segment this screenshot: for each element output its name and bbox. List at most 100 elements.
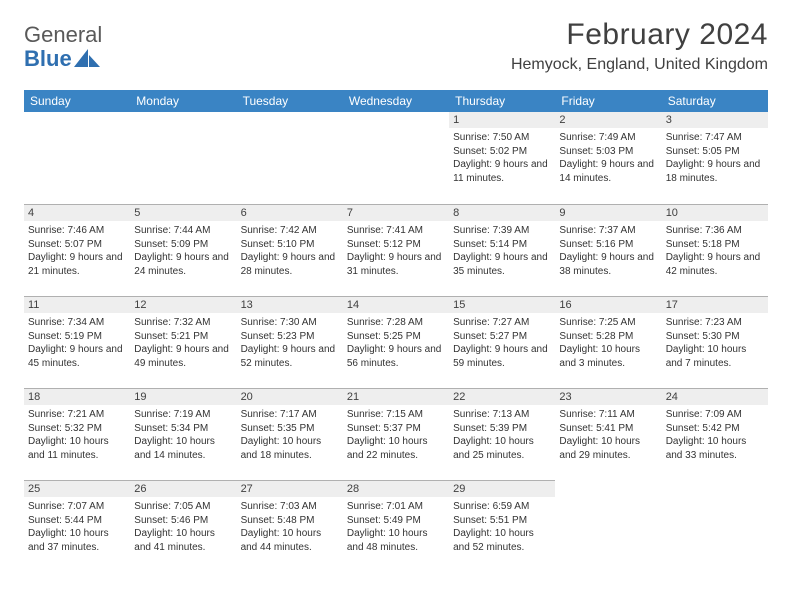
sunrise-text: Sunrise: 7:05 AM — [134, 500, 232, 514]
sunrise-text: Sunrise: 7:11 AM — [559, 408, 657, 422]
day-details: Sunrise: 7:05 AMSunset: 5:46 PMDaylight:… — [130, 497, 236, 560]
sunrise-text: Sunrise: 7:39 AM — [453, 224, 551, 238]
calendar-day-cell: 2Sunrise: 7:49 AMSunset: 5:03 PMDaylight… — [555, 112, 661, 204]
daylight-text: Daylight: 10 hours and 7 minutes. — [666, 343, 764, 370]
daylight-text: Daylight: 10 hours and 37 minutes. — [28, 527, 126, 554]
day-number: 29 — [449, 480, 555, 497]
sunset-text: Sunset: 5:10 PM — [241, 238, 339, 252]
day-details: Sunrise: 7:07 AMSunset: 5:44 PMDaylight:… — [24, 497, 130, 560]
calendar-day-cell: 3Sunrise: 7:47 AMSunset: 5:05 PMDaylight… — [662, 112, 768, 204]
day-number: 22 — [449, 388, 555, 405]
day-header: Saturday — [662, 90, 768, 112]
calendar-day-cell: 12Sunrise: 7:32 AMSunset: 5:21 PMDayligh… — [130, 296, 236, 388]
sunset-text: Sunset: 5:48 PM — [241, 514, 339, 528]
day-number: 25 — [24, 480, 130, 497]
day-details: Sunrise: 7:41 AMSunset: 5:12 PMDaylight:… — [343, 221, 449, 284]
day-number: 24 — [662, 388, 768, 405]
daylight-text: Daylight: 10 hours and 3 minutes. — [559, 343, 657, 370]
sunrise-text: Sunrise: 7:19 AM — [134, 408, 232, 422]
daylight-text: Daylight: 9 hours and 11 minutes. — [453, 158, 551, 185]
sunset-text: Sunset: 5:19 PM — [28, 330, 126, 344]
day-number — [237, 112, 343, 128]
sunrise-text: Sunrise: 7:47 AM — [666, 131, 764, 145]
sunrise-text: Sunrise: 7:37 AM — [559, 224, 657, 238]
sunrise-text: Sunrise: 7:01 AM — [347, 500, 445, 514]
day-number: 26 — [130, 480, 236, 497]
calendar-day-cell: 21Sunrise: 7:15 AMSunset: 5:37 PMDayligh… — [343, 388, 449, 480]
sunset-text: Sunset: 5:23 PM — [241, 330, 339, 344]
title-block: February 2024 Hemyock, England, United K… — [511, 18, 768, 78]
sunset-text: Sunset: 5:42 PM — [666, 422, 764, 436]
sunrise-text: Sunrise: 7:09 AM — [666, 408, 764, 422]
location-subtitle: Hemyock, England, United Kingdom — [511, 56, 768, 74]
day-details: Sunrise: 7:32 AMSunset: 5:21 PMDaylight:… — [130, 313, 236, 376]
sunrise-text: Sunrise: 7:25 AM — [559, 316, 657, 330]
day-details: Sunrise: 7:49 AMSunset: 5:03 PMDaylight:… — [555, 128, 661, 191]
sunrise-text: Sunrise: 7:21 AM — [28, 408, 126, 422]
calendar-day-cell: 16Sunrise: 7:25 AMSunset: 5:28 PMDayligh… — [555, 296, 661, 388]
sunrise-text: Sunrise: 7:49 AM — [559, 131, 657, 145]
daylight-text: Daylight: 10 hours and 18 minutes. — [241, 435, 339, 462]
calendar-header-row: SundayMondayTuesdayWednesdayThursdayFrid… — [24, 90, 768, 112]
calendar-day-cell: 8Sunrise: 7:39 AMSunset: 5:14 PMDaylight… — [449, 204, 555, 296]
day-number: 15 — [449, 296, 555, 313]
day-details: Sunrise: 7:13 AMSunset: 5:39 PMDaylight:… — [449, 405, 555, 468]
day-header: Wednesday — [343, 90, 449, 112]
calendar-day-cell: 26Sunrise: 7:05 AMSunset: 5:46 PMDayligh… — [130, 480, 236, 572]
sunset-text: Sunset: 5:07 PM — [28, 238, 126, 252]
sunset-text: Sunset: 5:51 PM — [453, 514, 551, 528]
calendar-day-cell — [555, 480, 661, 572]
sunset-text: Sunset: 5:28 PM — [559, 330, 657, 344]
daylight-text: Daylight: 10 hours and 48 minutes. — [347, 527, 445, 554]
daylight-text: Daylight: 9 hours and 52 minutes. — [241, 343, 339, 370]
day-number: 1 — [449, 112, 555, 128]
calendar-body: 1Sunrise: 7:50 AMSunset: 5:02 PMDaylight… — [24, 112, 768, 572]
page-header: General Blue February 2024 Hemyock, Engl… — [24, 18, 768, 78]
calendar-day-cell: 4Sunrise: 7:46 AMSunset: 5:07 PMDaylight… — [24, 204, 130, 296]
sunset-text: Sunset: 5:14 PM — [453, 238, 551, 252]
day-details: Sunrise: 7:34 AMSunset: 5:19 PMDaylight:… — [24, 313, 130, 376]
calendar-day-cell: 29Sunrise: 6:59 AMSunset: 5:51 PMDayligh… — [449, 480, 555, 572]
logo: General Blue — [24, 18, 102, 72]
calendar-week-row: 11Sunrise: 7:34 AMSunset: 5:19 PMDayligh… — [24, 296, 768, 388]
day-number: 20 — [237, 388, 343, 405]
sunrise-text: Sunrise: 7:23 AM — [666, 316, 764, 330]
calendar-day-cell: 5Sunrise: 7:44 AMSunset: 5:09 PMDaylight… — [130, 204, 236, 296]
logo-text-general: General — [24, 24, 102, 46]
day-details: Sunrise: 7:23 AMSunset: 5:30 PMDaylight:… — [662, 313, 768, 376]
day-details: Sunrise: 7:03 AMSunset: 5:48 PMDaylight:… — [237, 497, 343, 560]
day-header: Tuesday — [237, 90, 343, 112]
calendar-day-cell: 17Sunrise: 7:23 AMSunset: 5:30 PMDayligh… — [662, 296, 768, 388]
day-number: 28 — [343, 480, 449, 497]
calendar-day-cell — [237, 112, 343, 204]
sunset-text: Sunset: 5:16 PM — [559, 238, 657, 252]
day-number: 3 — [662, 112, 768, 128]
daylight-text: Daylight: 9 hours and 28 minutes. — [241, 251, 339, 278]
day-details: Sunrise: 7:30 AMSunset: 5:23 PMDaylight:… — [237, 313, 343, 376]
sunrise-text: Sunrise: 7:07 AM — [28, 500, 126, 514]
daylight-text: Daylight: 9 hours and 42 minutes. — [666, 251, 764, 278]
daylight-text: Daylight: 10 hours and 11 minutes. — [28, 435, 126, 462]
sunset-text: Sunset: 5:27 PM — [453, 330, 551, 344]
sunset-text: Sunset: 5:32 PM — [28, 422, 126, 436]
day-number — [662, 480, 768, 496]
day-details: Sunrise: 7:50 AMSunset: 5:02 PMDaylight:… — [449, 128, 555, 191]
sunset-text: Sunset: 5:09 PM — [134, 238, 232, 252]
sunrise-text: Sunrise: 7:15 AM — [347, 408, 445, 422]
day-details: Sunrise: 7:21 AMSunset: 5:32 PMDaylight:… — [24, 405, 130, 468]
day-number — [24, 112, 130, 128]
calendar-day-cell: 18Sunrise: 7:21 AMSunset: 5:32 PMDayligh… — [24, 388, 130, 480]
calendar-day-cell: 23Sunrise: 7:11 AMSunset: 5:41 PMDayligh… — [555, 388, 661, 480]
sunrise-text: Sunrise: 7:34 AM — [28, 316, 126, 330]
calendar-day-cell: 7Sunrise: 7:41 AMSunset: 5:12 PMDaylight… — [343, 204, 449, 296]
calendar-day-cell: 24Sunrise: 7:09 AMSunset: 5:42 PMDayligh… — [662, 388, 768, 480]
sunset-text: Sunset: 5:35 PM — [241, 422, 339, 436]
day-details: Sunrise: 7:15 AMSunset: 5:37 PMDaylight:… — [343, 405, 449, 468]
daylight-text: Daylight: 10 hours and 44 minutes. — [241, 527, 339, 554]
sunrise-text: Sunrise: 7:36 AM — [666, 224, 764, 238]
sunrise-text: Sunrise: 7:28 AM — [347, 316, 445, 330]
sunset-text: Sunset: 5:21 PM — [134, 330, 232, 344]
daylight-text: Daylight: 9 hours and 18 minutes. — [666, 158, 764, 185]
sunset-text: Sunset: 5:44 PM — [28, 514, 126, 528]
day-number: 9 — [555, 204, 661, 221]
